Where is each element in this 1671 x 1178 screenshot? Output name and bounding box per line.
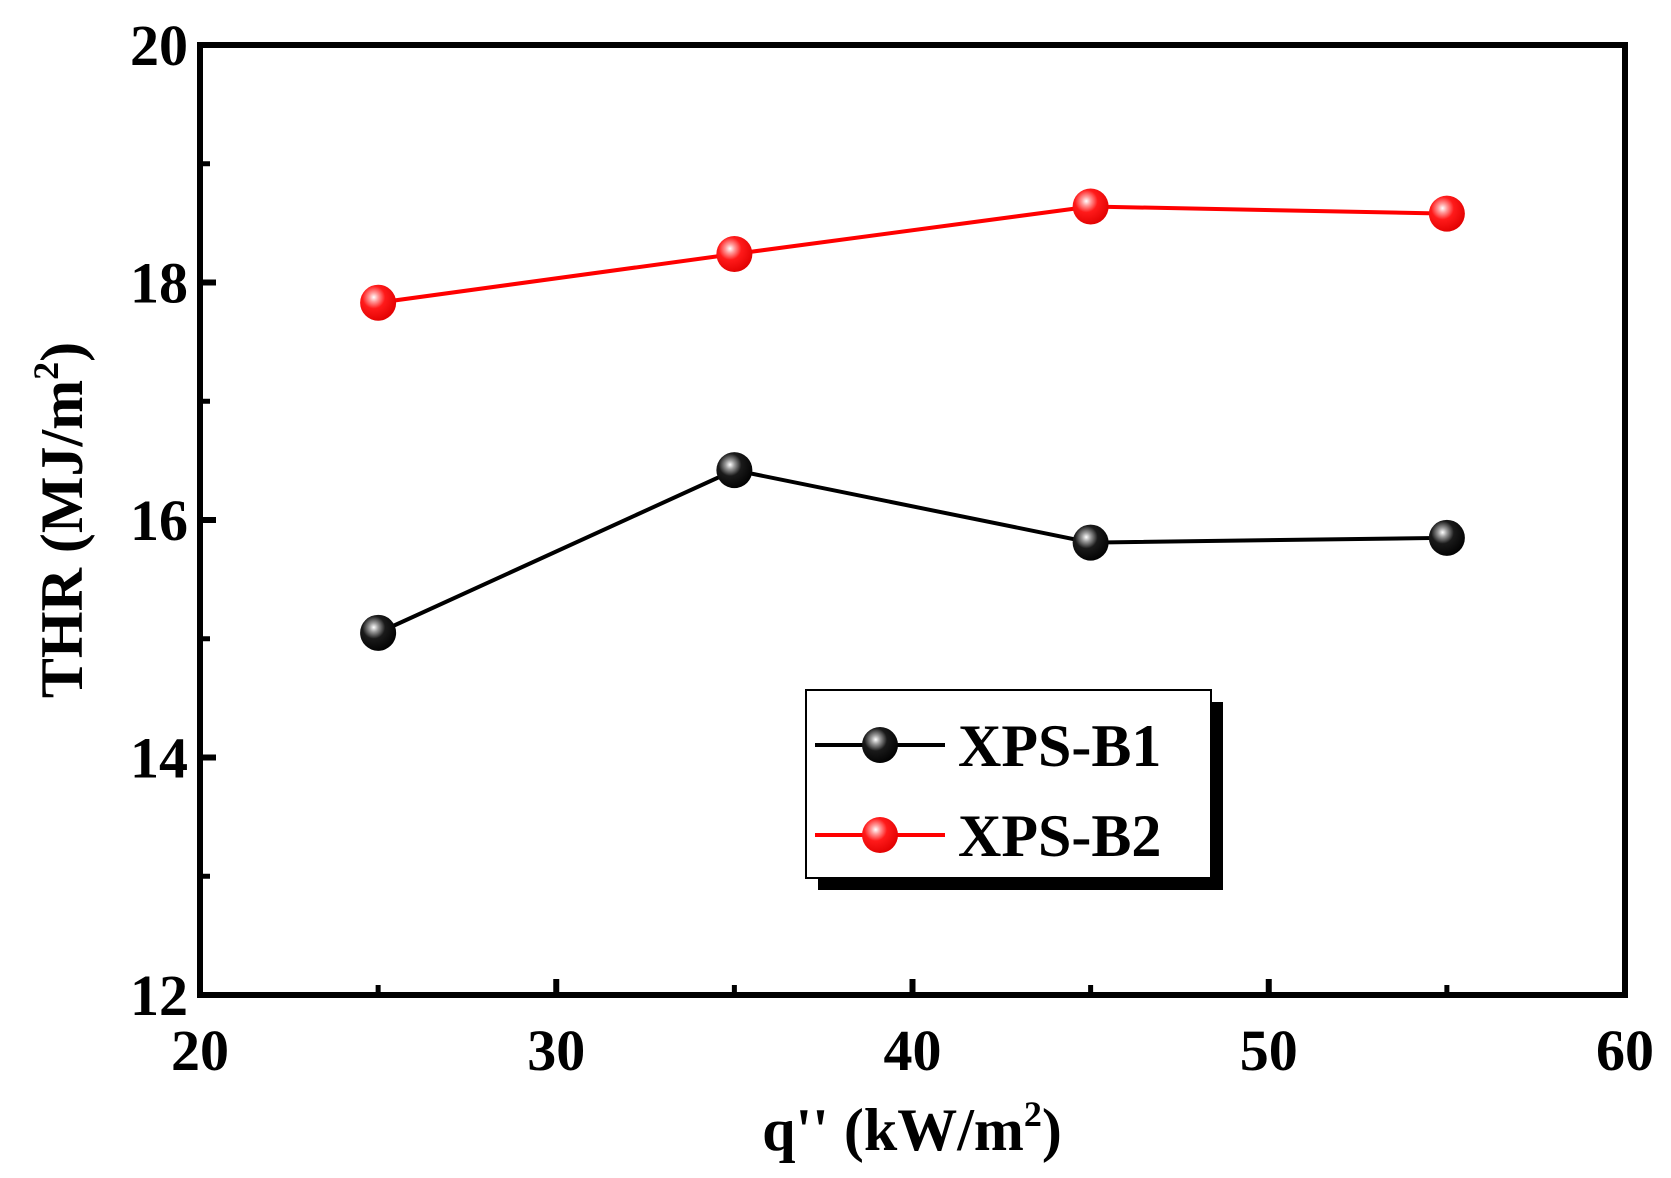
x-tick-label: 20 — [171, 1018, 229, 1083]
y-tick-label: 16 — [130, 488, 188, 553]
data-point-xps-b1 — [1428, 519, 1465, 556]
y-tick-label: 12 — [130, 963, 188, 1028]
data-point-xps-b2 — [1072, 188, 1109, 225]
y-tick-label: 20 — [130, 13, 188, 78]
data-point-xps-b1 — [1072, 524, 1109, 561]
data-point-xps-b1 — [716, 452, 753, 489]
data-point-xps-b2 — [1428, 195, 1465, 232]
legend-marker-xps-b2 — [862, 817, 898, 853]
x-tick-label: 60 — [1596, 1018, 1654, 1083]
data-point-xps-b2 — [716, 236, 753, 272]
y-axis-ticks: 12 14 16 18 20 — [130, 13, 216, 1028]
y-axis-title: THR (MJ/m2) — [26, 342, 95, 698]
y-tick-label: 14 — [130, 726, 188, 791]
x-tick-label: 30 — [527, 1018, 585, 1083]
x-axis-ticks: 20 30 40 50 60 — [171, 979, 1654, 1083]
x-axis-title: q'' (kW/m2) — [762, 1094, 1062, 1163]
x-tick-label: 50 — [1240, 1018, 1298, 1083]
legend-marker-xps-b1 — [862, 727, 898, 763]
data-point-xps-b2 — [360, 284, 397, 321]
x-tick-label: 40 — [884, 1018, 942, 1083]
series-line-xps-b2 — [377, 204, 1447, 305]
series-layer — [360, 188, 1465, 651]
legend-label-xps-b1: XPS-B1 — [958, 713, 1161, 779]
y-tick-label: 18 — [130, 251, 188, 316]
data-point-xps-b1 — [360, 614, 397, 651]
legend-label-xps-b2: XPS-B2 — [958, 803, 1161, 869]
series-line-xps-b1 — [377, 468, 1447, 635]
legend: XPS-B1 XPS-B2 — [805, 689, 1223, 890]
